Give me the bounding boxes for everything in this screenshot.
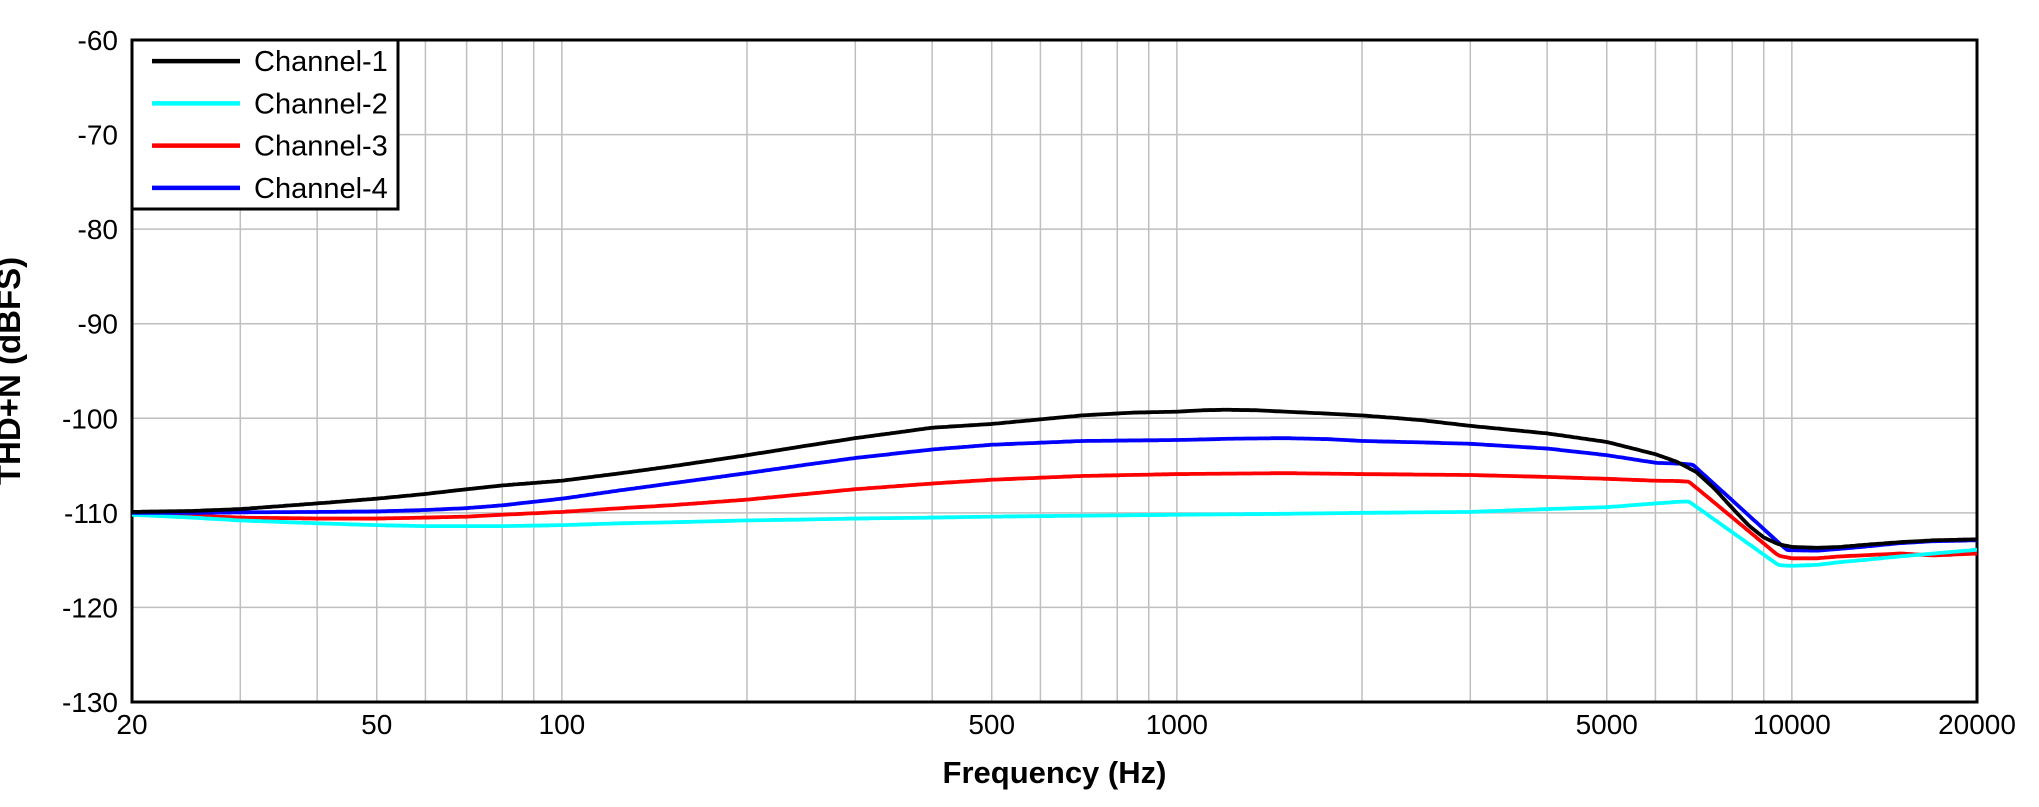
svg-text:-120: -120 bbox=[62, 592, 118, 623]
svg-text:50: 50 bbox=[361, 709, 392, 740]
svg-text:20: 20 bbox=[116, 709, 147, 740]
svg-text:-130: -130 bbox=[62, 687, 118, 718]
svg-text:100: 100 bbox=[539, 709, 586, 740]
svg-text:-60: -60 bbox=[78, 25, 118, 56]
svg-text:10000: 10000 bbox=[1753, 709, 1831, 740]
svg-text:Channel-2: Channel-2 bbox=[254, 88, 388, 120]
svg-text:-90: -90 bbox=[78, 309, 118, 340]
svg-text:THD+N (dBFS): THD+N (dBFS) bbox=[0, 257, 27, 485]
svg-text:-80: -80 bbox=[78, 214, 118, 245]
svg-text:-110: -110 bbox=[64, 498, 118, 529]
svg-text:20000: 20000 bbox=[1938, 709, 2016, 740]
svg-text:Frequency (Hz): Frequency (Hz) bbox=[943, 755, 1167, 790]
svg-text:-100: -100 bbox=[62, 403, 118, 434]
svg-text:-70: -70 bbox=[78, 120, 118, 151]
svg-text:Channel-1: Channel-1 bbox=[254, 46, 388, 78]
svg-text:500: 500 bbox=[968, 709, 1015, 740]
svg-text:Channel-3: Channel-3 bbox=[254, 131, 388, 163]
svg-text:5000: 5000 bbox=[1576, 709, 1638, 740]
svg-text:1000: 1000 bbox=[1146, 709, 1208, 740]
svg-text:Channel-4: Channel-4 bbox=[254, 173, 388, 205]
